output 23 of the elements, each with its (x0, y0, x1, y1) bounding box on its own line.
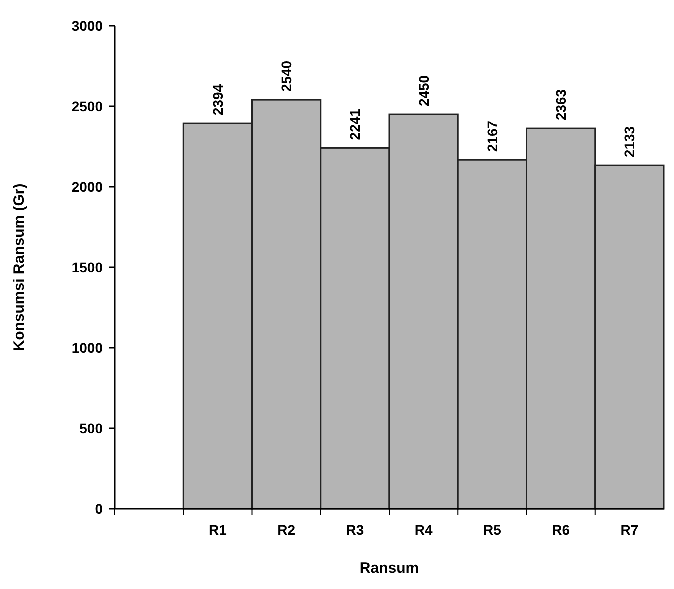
x-tick-label: R1 (208, 522, 228, 538)
data-label: 2540 (278, 60, 295, 92)
y-tick-label: 1000 (72, 340, 104, 356)
y-axis-title: Konsumsi Ransum (Gr) (11, 184, 28, 352)
data-label: 2450 (416, 75, 432, 107)
x-tick-label: R5 (483, 522, 502, 538)
y-tick-label: 1500 (72, 259, 104, 276)
data-label: 2241 (347, 108, 364, 140)
data-label: 2394 (210, 84, 226, 116)
x-tick-label: R7 (620, 522, 639, 538)
y-tick-label: 0 (95, 500, 104, 517)
x-tick-label: R4 (414, 522, 433, 538)
x-tick-label: R6 (552, 522, 570, 538)
y-tick-label: 2000 (72, 178, 104, 195)
x-axis-title: Ransum (360, 560, 420, 577)
x-tick-label: R2 (278, 522, 296, 538)
y-tick-label: 3000 (72, 18, 104, 34)
y-tick-label: 2500 (72, 98, 104, 114)
x-tick-label: R3 (346, 522, 364, 538)
data-label: 2167 (484, 120, 500, 152)
y-tick-label: 500 (80, 420, 104, 436)
data-label: 2133 (622, 126, 638, 158)
data-label: 2363 (553, 89, 570, 121)
